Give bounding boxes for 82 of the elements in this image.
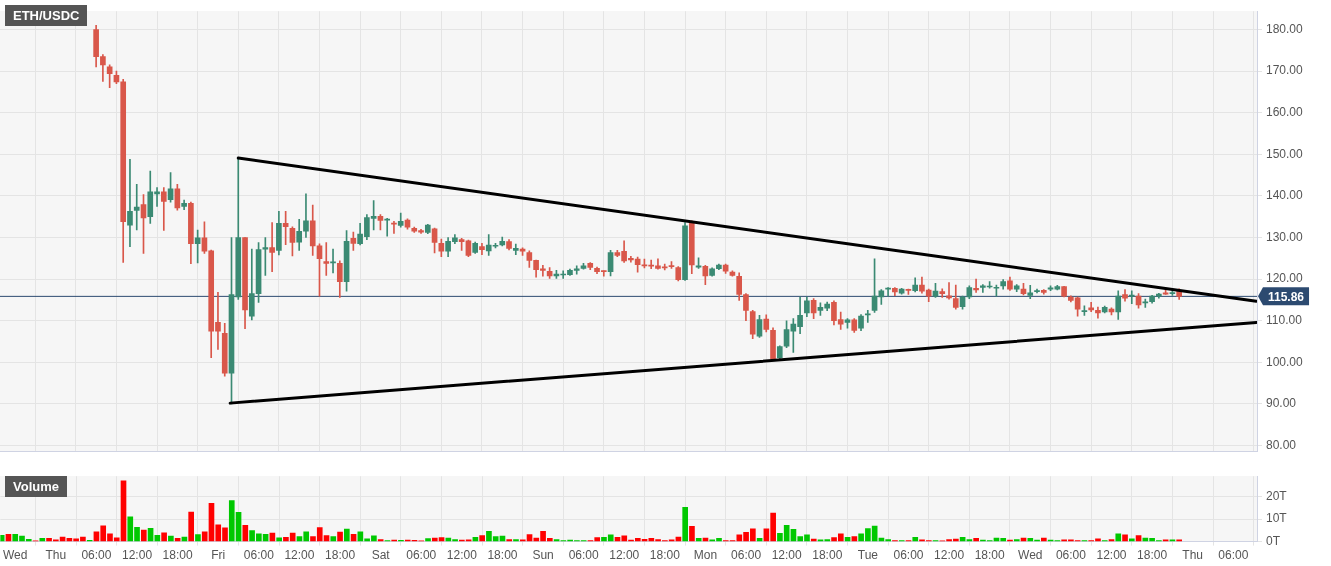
x-tick-label: 06:00 — [1218, 548, 1249, 563]
x-tick-label: Tue — [857, 548, 879, 563]
x-tick-label: 06:00 — [1055, 548, 1087, 563]
y-tick-label: 20T — [1266, 488, 1288, 503]
y-tick-label: 160.00 — [1266, 105, 1304, 120]
bar — [242, 525, 249, 542]
x-tick-label: Mon — [693, 548, 718, 563]
y-tick-label: 150.00 — [1266, 146, 1304, 161]
x-tick-label: 12:00 — [771, 548, 803, 563]
candlestick — [1027, 285, 1034, 300]
bar — [1115, 533, 1122, 542]
x-tick-label: 18:00 — [649, 548, 681, 563]
x-tick-label: Sat — [371, 548, 391, 563]
bar — [330, 536, 337, 542]
y-tick-label: 90.00 — [1266, 396, 1297, 411]
x-tick-label: Thu — [45, 548, 67, 563]
x-tick-label: Wed — [2, 548, 28, 563]
bar — [337, 531, 343, 542]
ref-line-label: 115.86 — [1268, 289, 1305, 304]
x-tick-label: Fri — [211, 548, 226, 563]
y-tick-label: 110.00 — [1266, 313, 1303, 328]
bar — [695, 538, 702, 542]
x-tick-label: 12:00 — [284, 548, 315, 563]
y-tick-label: 180.00 — [1266, 21, 1304, 36]
bar — [506, 539, 513, 542]
x-tick-label: 06:00 — [893, 548, 924, 563]
bar — [276, 537, 282, 542]
bar — [188, 511, 194, 542]
x-tick-label: Thu — [1182, 548, 1204, 563]
bar — [682, 506, 689, 542]
bar — [1013, 539, 1020, 542]
y-tick-label: 100.00 — [1266, 354, 1304, 369]
x-tick-label: 18:00 — [812, 548, 843, 563]
candlestick — [1095, 306, 1101, 319]
candlestick — [160, 187, 167, 231]
x-tick-label: 12:00 — [934, 548, 965, 563]
bar — [140, 529, 147, 542]
bar — [161, 532, 167, 542]
x-tick-label: 18:00 — [1137, 548, 1168, 563]
chart-title: Volume — [5, 476, 67, 497]
bar — [425, 538, 431, 542]
candlestick — [133, 183, 140, 231]
x-tick-label: Wed — [1018, 548, 1043, 563]
candlestick — [946, 282, 952, 300]
x-tick-label: 12:00 — [446, 548, 478, 563]
bar — [912, 536, 919, 542]
bar — [195, 534, 201, 542]
chart-title: ETH/USDC — [5, 5, 88, 26]
y-tick-label: 10T — [1266, 511, 1288, 526]
bar — [513, 539, 519, 542]
candlestick — [1128, 290, 1135, 305]
candlestick — [269, 222, 275, 272]
bar — [168, 535, 174, 542]
y-tick-label: 130.00 — [1266, 229, 1304, 244]
x-tick-label: 18:00 — [487, 548, 518, 563]
x-tick-label: 12:00 — [609, 548, 640, 563]
bar — [343, 528, 350, 542]
x-tick-label: 18:00 — [974, 548, 1006, 563]
x-tick-label: 18:00 — [162, 548, 193, 563]
x-tick-label: 06:00 — [81, 548, 112, 563]
candlestick — [323, 242, 330, 276]
bar — [479, 535, 485, 542]
candlestick — [973, 278, 979, 293]
x-tick-label: 12:00 — [1096, 548, 1127, 563]
bar — [1122, 534, 1128, 542]
y-tick-label: 170.00 — [1266, 63, 1304, 78]
y-tick-label: 80.00 — [1266, 437, 1297, 452]
candlestick — [391, 220, 397, 234]
x-tick-label: 06:00 — [568, 548, 600, 563]
candlestick — [127, 158, 133, 248]
bar — [689, 525, 695, 542]
y-tick-label: 0T — [1266, 533, 1281, 548]
x-tick-label: 06:00 — [406, 548, 437, 563]
y-tick-label: 140.00 — [1266, 188, 1304, 203]
x-tick-label: 06:00 — [731, 548, 762, 563]
x-tick-label: 12:00 — [122, 548, 153, 563]
x-tick-label: 06:00 — [243, 548, 275, 563]
bar — [39, 538, 46, 542]
x-tick-label: 18:00 — [325, 548, 356, 563]
bar — [973, 538, 979, 542]
y-tick-label: 120.00 — [1266, 271, 1304, 286]
x-tick-label: Sun — [532, 548, 554, 563]
